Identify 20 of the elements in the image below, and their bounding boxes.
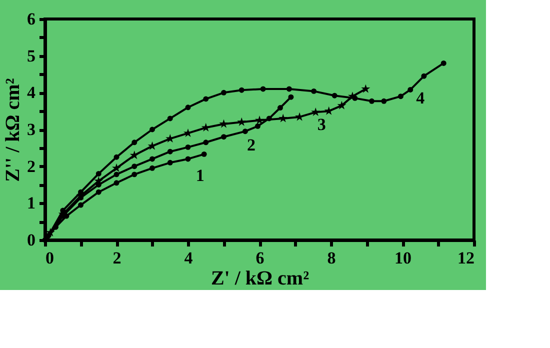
- y-axis-title: Z'' / kΩ cm²: [2, 78, 24, 182]
- y-tick-label: 3: [27, 120, 36, 139]
- annotation: 2: [246, 135, 256, 154]
- y-tick-label: 5: [27, 46, 36, 66]
- annotation: 4: [416, 88, 426, 108]
- annotation: 3: [317, 115, 326, 134]
- x-tick-label: 8: [327, 248, 336, 268]
- y-tick-label: 4: [27, 83, 36, 102]
- y-tick-label: 1: [27, 194, 36, 213]
- y-tick-label: 0: [27, 230, 36, 250]
- y-tick-label: 6: [27, 10, 36, 28]
- x-tick-label: 2: [112, 248, 122, 268]
- x-tick-label: 6: [256, 248, 264, 268]
- x-tick-label: 4: [184, 248, 194, 268]
- annotation: 1: [196, 166, 204, 186]
- x-tick-label: 12: [458, 248, 474, 268]
- x-tick-label: 10: [394, 248, 412, 268]
- y-tick-label: 2: [27, 156, 36, 176]
- x-axis-title: Z' / kΩ cm²: [210, 268, 310, 290]
- x-tick-label: 0: [46, 248, 54, 268]
